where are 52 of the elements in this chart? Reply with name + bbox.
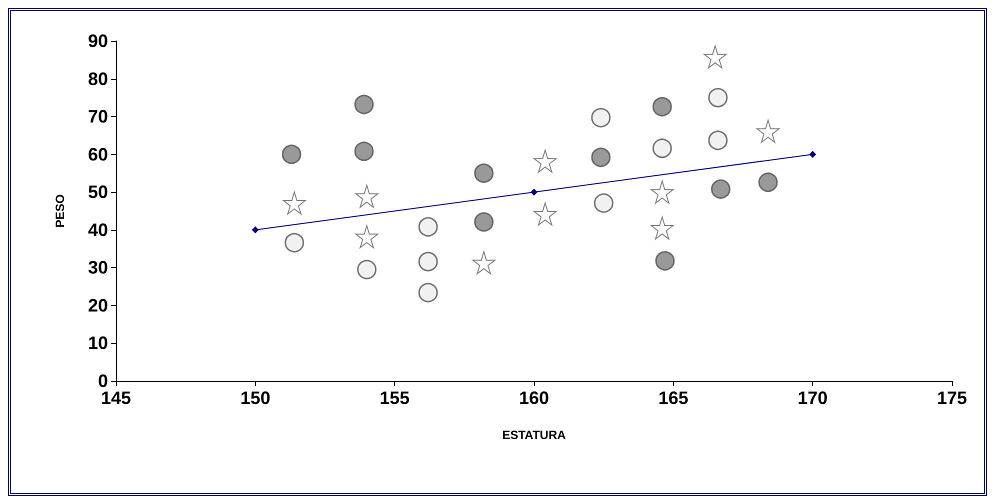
point [704,45,727,68]
point [650,216,674,240]
x-tick-label: 165 [658,388,688,408]
point [650,180,674,204]
point [534,150,557,173]
x-tick-label: 150 [240,388,270,408]
y-tick-label: 0 [98,371,108,391]
y-tick-label: 40 [88,220,108,240]
point [534,202,557,226]
point [758,172,778,192]
point [652,138,672,158]
y-tick-label: 50 [88,182,108,202]
point [708,130,728,150]
y-tick-label: 90 [88,31,108,51]
point [418,252,438,272]
x-tick-label: 170 [798,388,828,408]
y-tick-label: 10 [88,333,108,354]
point [418,282,438,302]
y-tick-label: 80 [88,68,108,89]
x-tick-label: 175 [936,388,968,408]
point [652,96,672,116]
x-tick-label: 145 [100,388,132,408]
point [710,179,730,199]
y-tick-label: 70 [88,106,108,127]
point [282,192,306,215]
point [591,148,611,168]
point [591,108,611,128]
point [472,251,496,274]
y-tick-label: 60 [88,144,108,164]
point [355,184,378,208]
x-tick-label: 155 [380,388,410,408]
y-tick-label: 20 [88,295,108,316]
point [354,142,374,162]
point [284,232,304,252]
point [418,217,438,237]
point [357,260,377,280]
point [355,225,378,248]
point [282,144,302,164]
point [708,88,728,108]
point [354,94,374,114]
y-axis-title: PESO [53,194,67,228]
x-axis-title: ESTATURA [502,428,566,442]
point [756,120,780,143]
y-tick-label: 30 [88,258,108,278]
point [252,226,259,234]
point [655,251,675,271]
x-tick-label: 160 [518,388,550,408]
point [594,193,614,213]
point [530,188,538,196]
point [474,212,494,232]
point [809,150,816,158]
point [474,163,494,183]
